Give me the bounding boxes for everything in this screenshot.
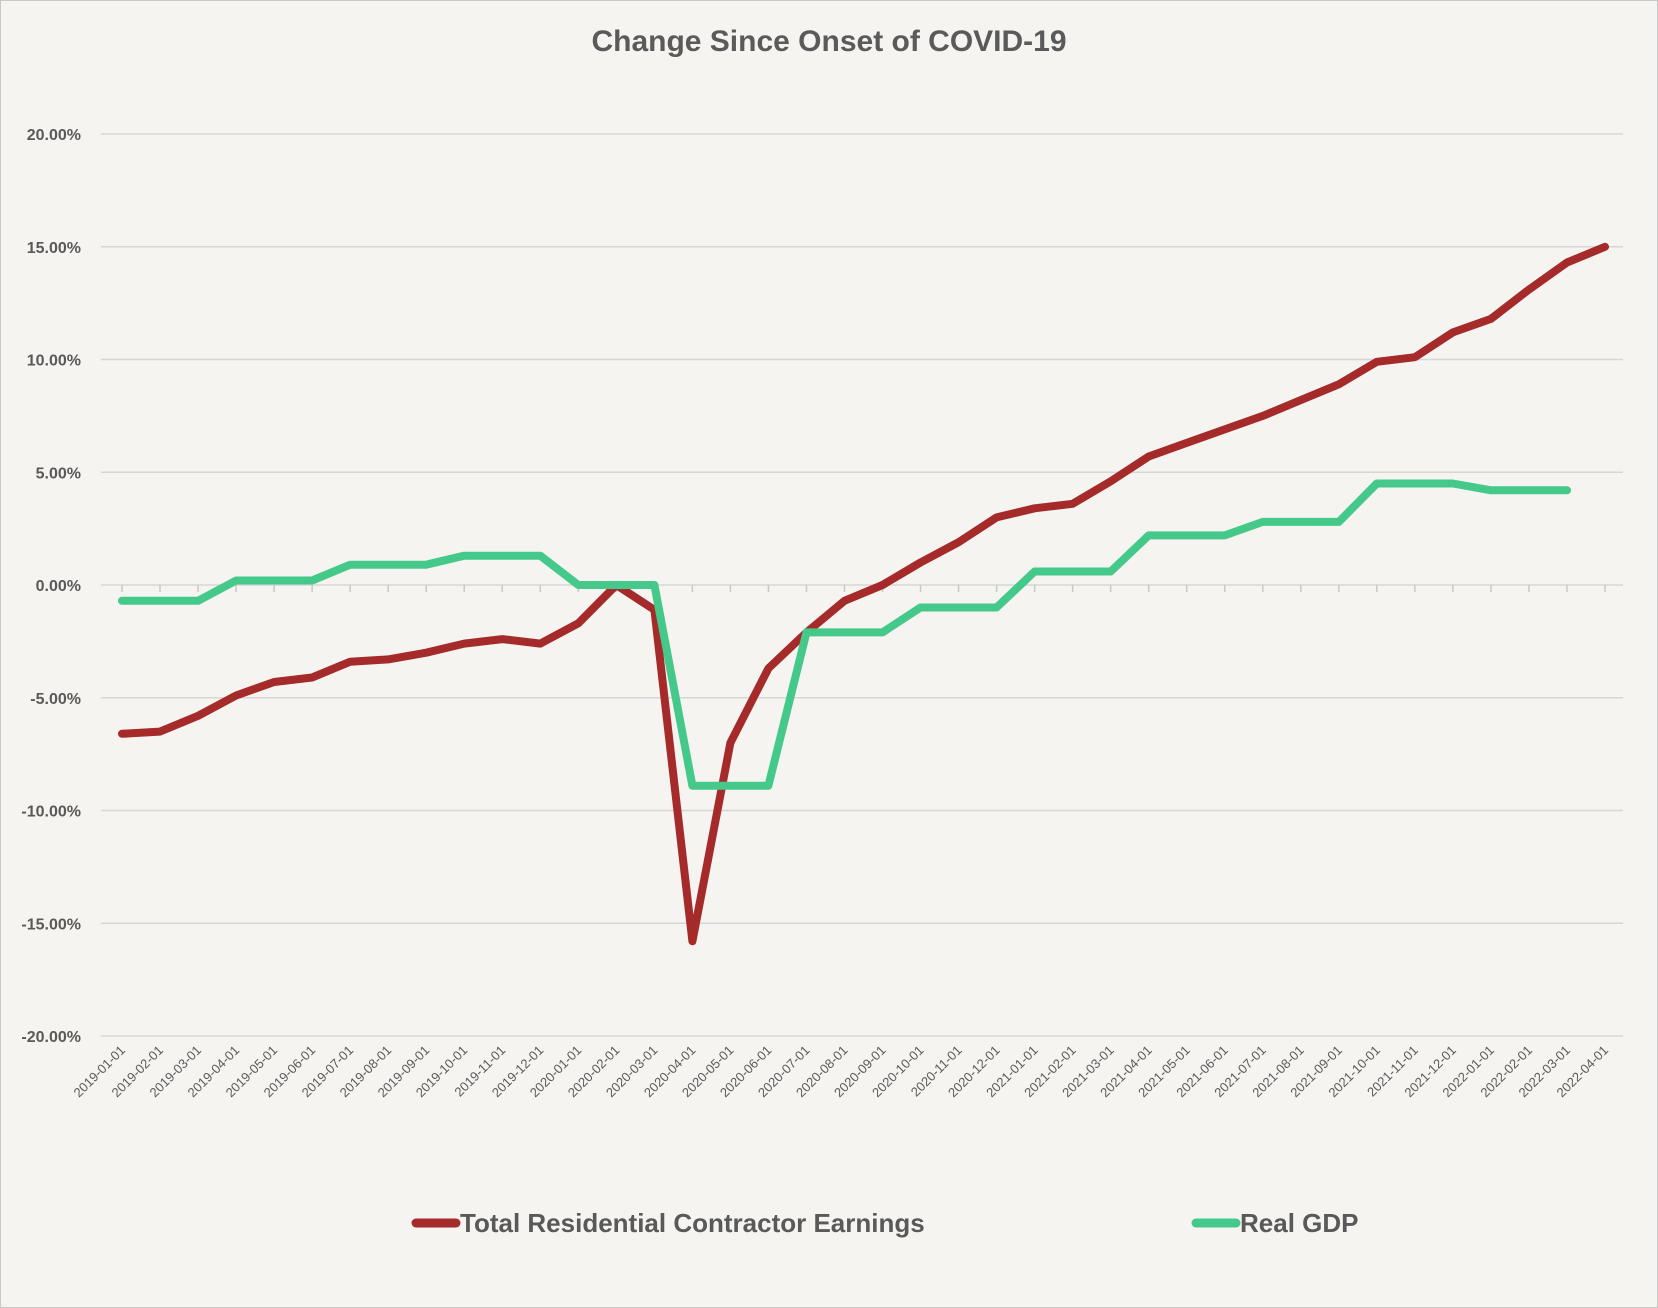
legend: Total Residential Contractor Earnings Rea… — [411, 1208, 1359, 1238]
series-lines — [118, 242, 1609, 946]
legend-label: Total Residential Contractor Earnings — [460, 1208, 925, 1238]
gridlines — [101, 133, 1623, 1037]
y-tick-label: -20.00% — [21, 1029, 81, 1046]
y-tick-label: -5.00% — [30, 691, 81, 708]
legend-label: Real GDP — [1240, 1208, 1359, 1238]
y-tick-label: 5.00% — [36, 465, 81, 482]
y-tick-label: -10.00% — [21, 804, 81, 821]
y-tick-label: 0.00% — [36, 578, 81, 595]
chart-title: Change Since Onset of COVID-19 — [591, 25, 1066, 58]
y-tick-label: 10.00% — [27, 353, 81, 370]
y-tick-label: 20.00% — [27, 127, 81, 144]
x-axis: 2019-01-012019-02-012019-03-012019-04-01… — [70, 585, 1611, 1100]
series-line — [118, 242, 1609, 946]
series-line — [118, 479, 1571, 790]
y-axis: 20.00% 15.00% 10.00% 5.00% 0.00% -5.00% -10.00… — [21, 127, 81, 1046]
y-tick-label: 15.00% — [27, 240, 81, 257]
y-tick-label: -15.00% — [21, 916, 81, 933]
